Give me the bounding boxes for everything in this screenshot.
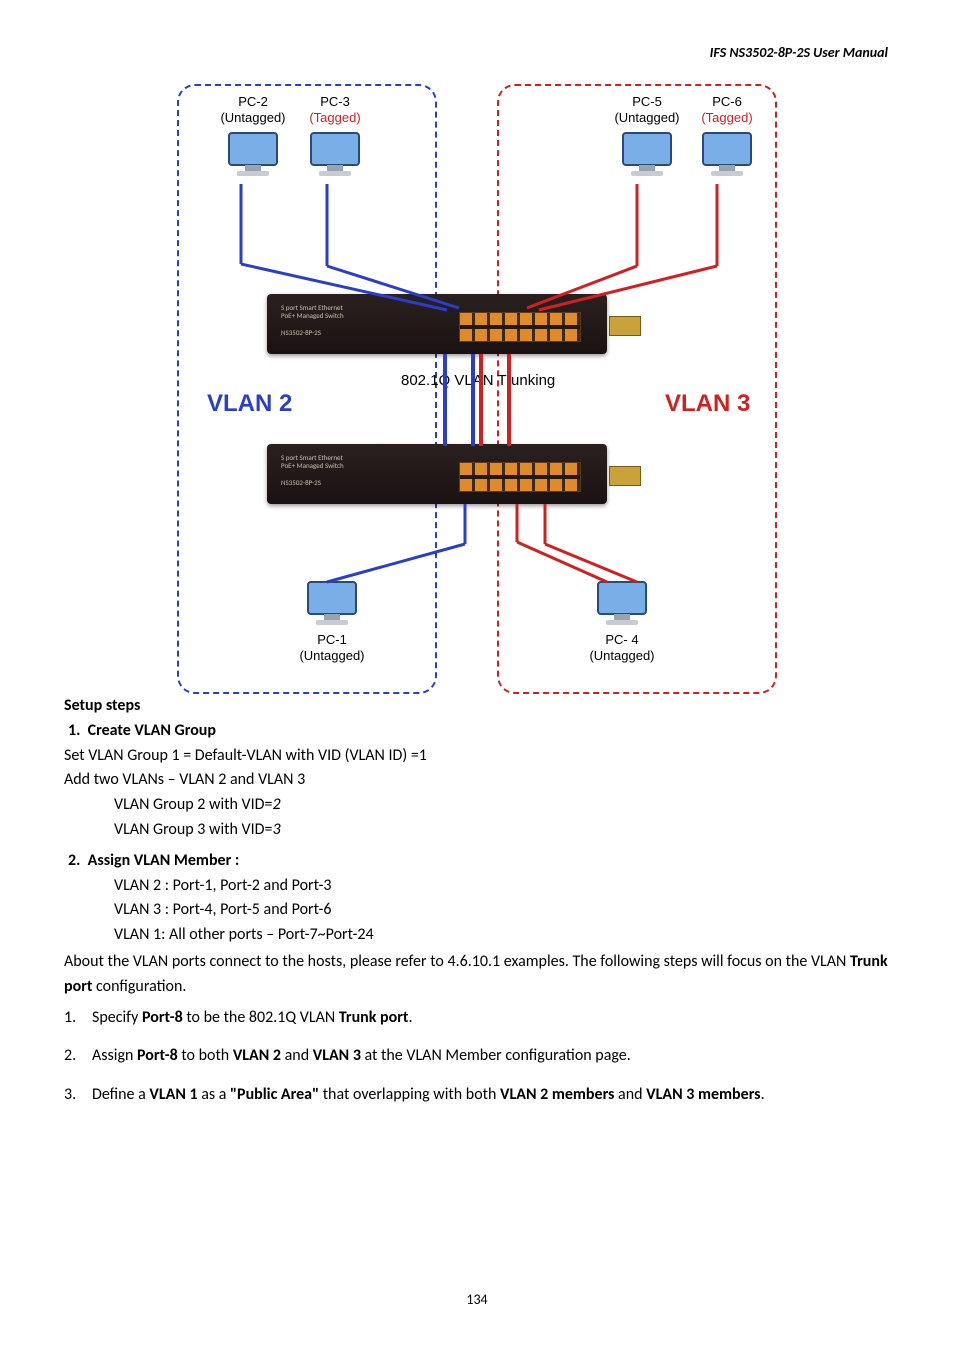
vlan3-label: VLAN 3 [665,390,750,418]
monitor-icon [594,578,650,628]
pc6-name: PC-6 [712,94,742,109]
step2-line2: VLAN 3 : Port-4, Port-5 and Port-6 [64,898,890,923]
switch-top: S port Smart Ethernet PoE+ Managed Switc… [267,294,607,354]
step1-line4: VLAN Group 3 with VID=3 [64,818,890,843]
pc-6: PC-6(Tagged) [687,94,767,179]
pc5-tag: (Untagged) [614,110,679,125]
pc1-tag: (Untagged) [299,648,364,663]
step1-heading: 1. Create VLAN Group [64,719,890,744]
pc-5: PC-5(Untagged) [607,94,687,179]
step2-line3: VLAN 1: All other ports – Port-7~Port-24 [64,923,890,948]
pc-3: PC-3(Tagged) [295,94,375,179]
pc-4: PC- 4(Untagged) [577,574,667,663]
pc6-tag: (Tagged) [701,110,752,125]
ol-item-2: 2. Assign Port-8 to both VLAN 2 and VLAN… [64,1044,890,1069]
pc1-name: PC-1 [317,632,347,647]
page-number: 134 [0,1291,954,1308]
vlan2-label: VLAN 2 [207,390,292,418]
step1-line1: Set VLAN Group 1 = Default-VLAN with VID… [64,744,890,769]
pc2-tag: (Untagged) [220,110,285,125]
step1-line3: VLAN Group 2 with VID=2 [64,793,890,818]
monitor-icon [699,129,755,179]
switch-bottom: S port Smart Ethernet PoE+ Managed Switc… [267,444,607,504]
pc-1: PC-1(Untagged) [287,574,377,663]
step1-line2: Add two VLANs – VLAN 2 and VLAN 3 [64,768,890,793]
step2-line1: VLAN 2 : Port-1, Port-2 and Port-3 [64,874,890,899]
paragraph: About the VLAN ports connect to the host… [64,950,890,1000]
monitor-icon [619,129,675,179]
monitor-icon [307,129,363,179]
step2-heading: 2. Assign VLAN Member : [64,849,890,874]
ol-item-3: 3. Define a VLAN 1 as a "Public Area" th… [64,1083,890,1108]
vlan-diagram: PC-2(Untagged) PC-3(Tagged) PC-5(Untagge… [177,84,777,694]
pc5-name: PC-5 [632,94,662,109]
trunk-label: 802.1Q VLAN Trunking [401,372,555,389]
monitor-icon [225,129,281,179]
pc3-tag: (Tagged) [309,110,360,125]
monitor-icon [304,578,360,628]
ol-item-1: 1. Specify Port-8 to be the 802.1Q VLAN … [64,1006,890,1031]
setup-steps-heading: Setup steps [64,694,890,719]
page-header: IFS NS3502-8P-2S User Manual [710,44,888,61]
pc4-name: PC- 4 [605,632,638,647]
pc2-name: PC-2 [238,94,268,109]
pc3-name: PC-3 [320,94,350,109]
pc-2: PC-2(Untagged) [213,94,293,179]
pc4-tag: (Untagged) [589,648,654,663]
